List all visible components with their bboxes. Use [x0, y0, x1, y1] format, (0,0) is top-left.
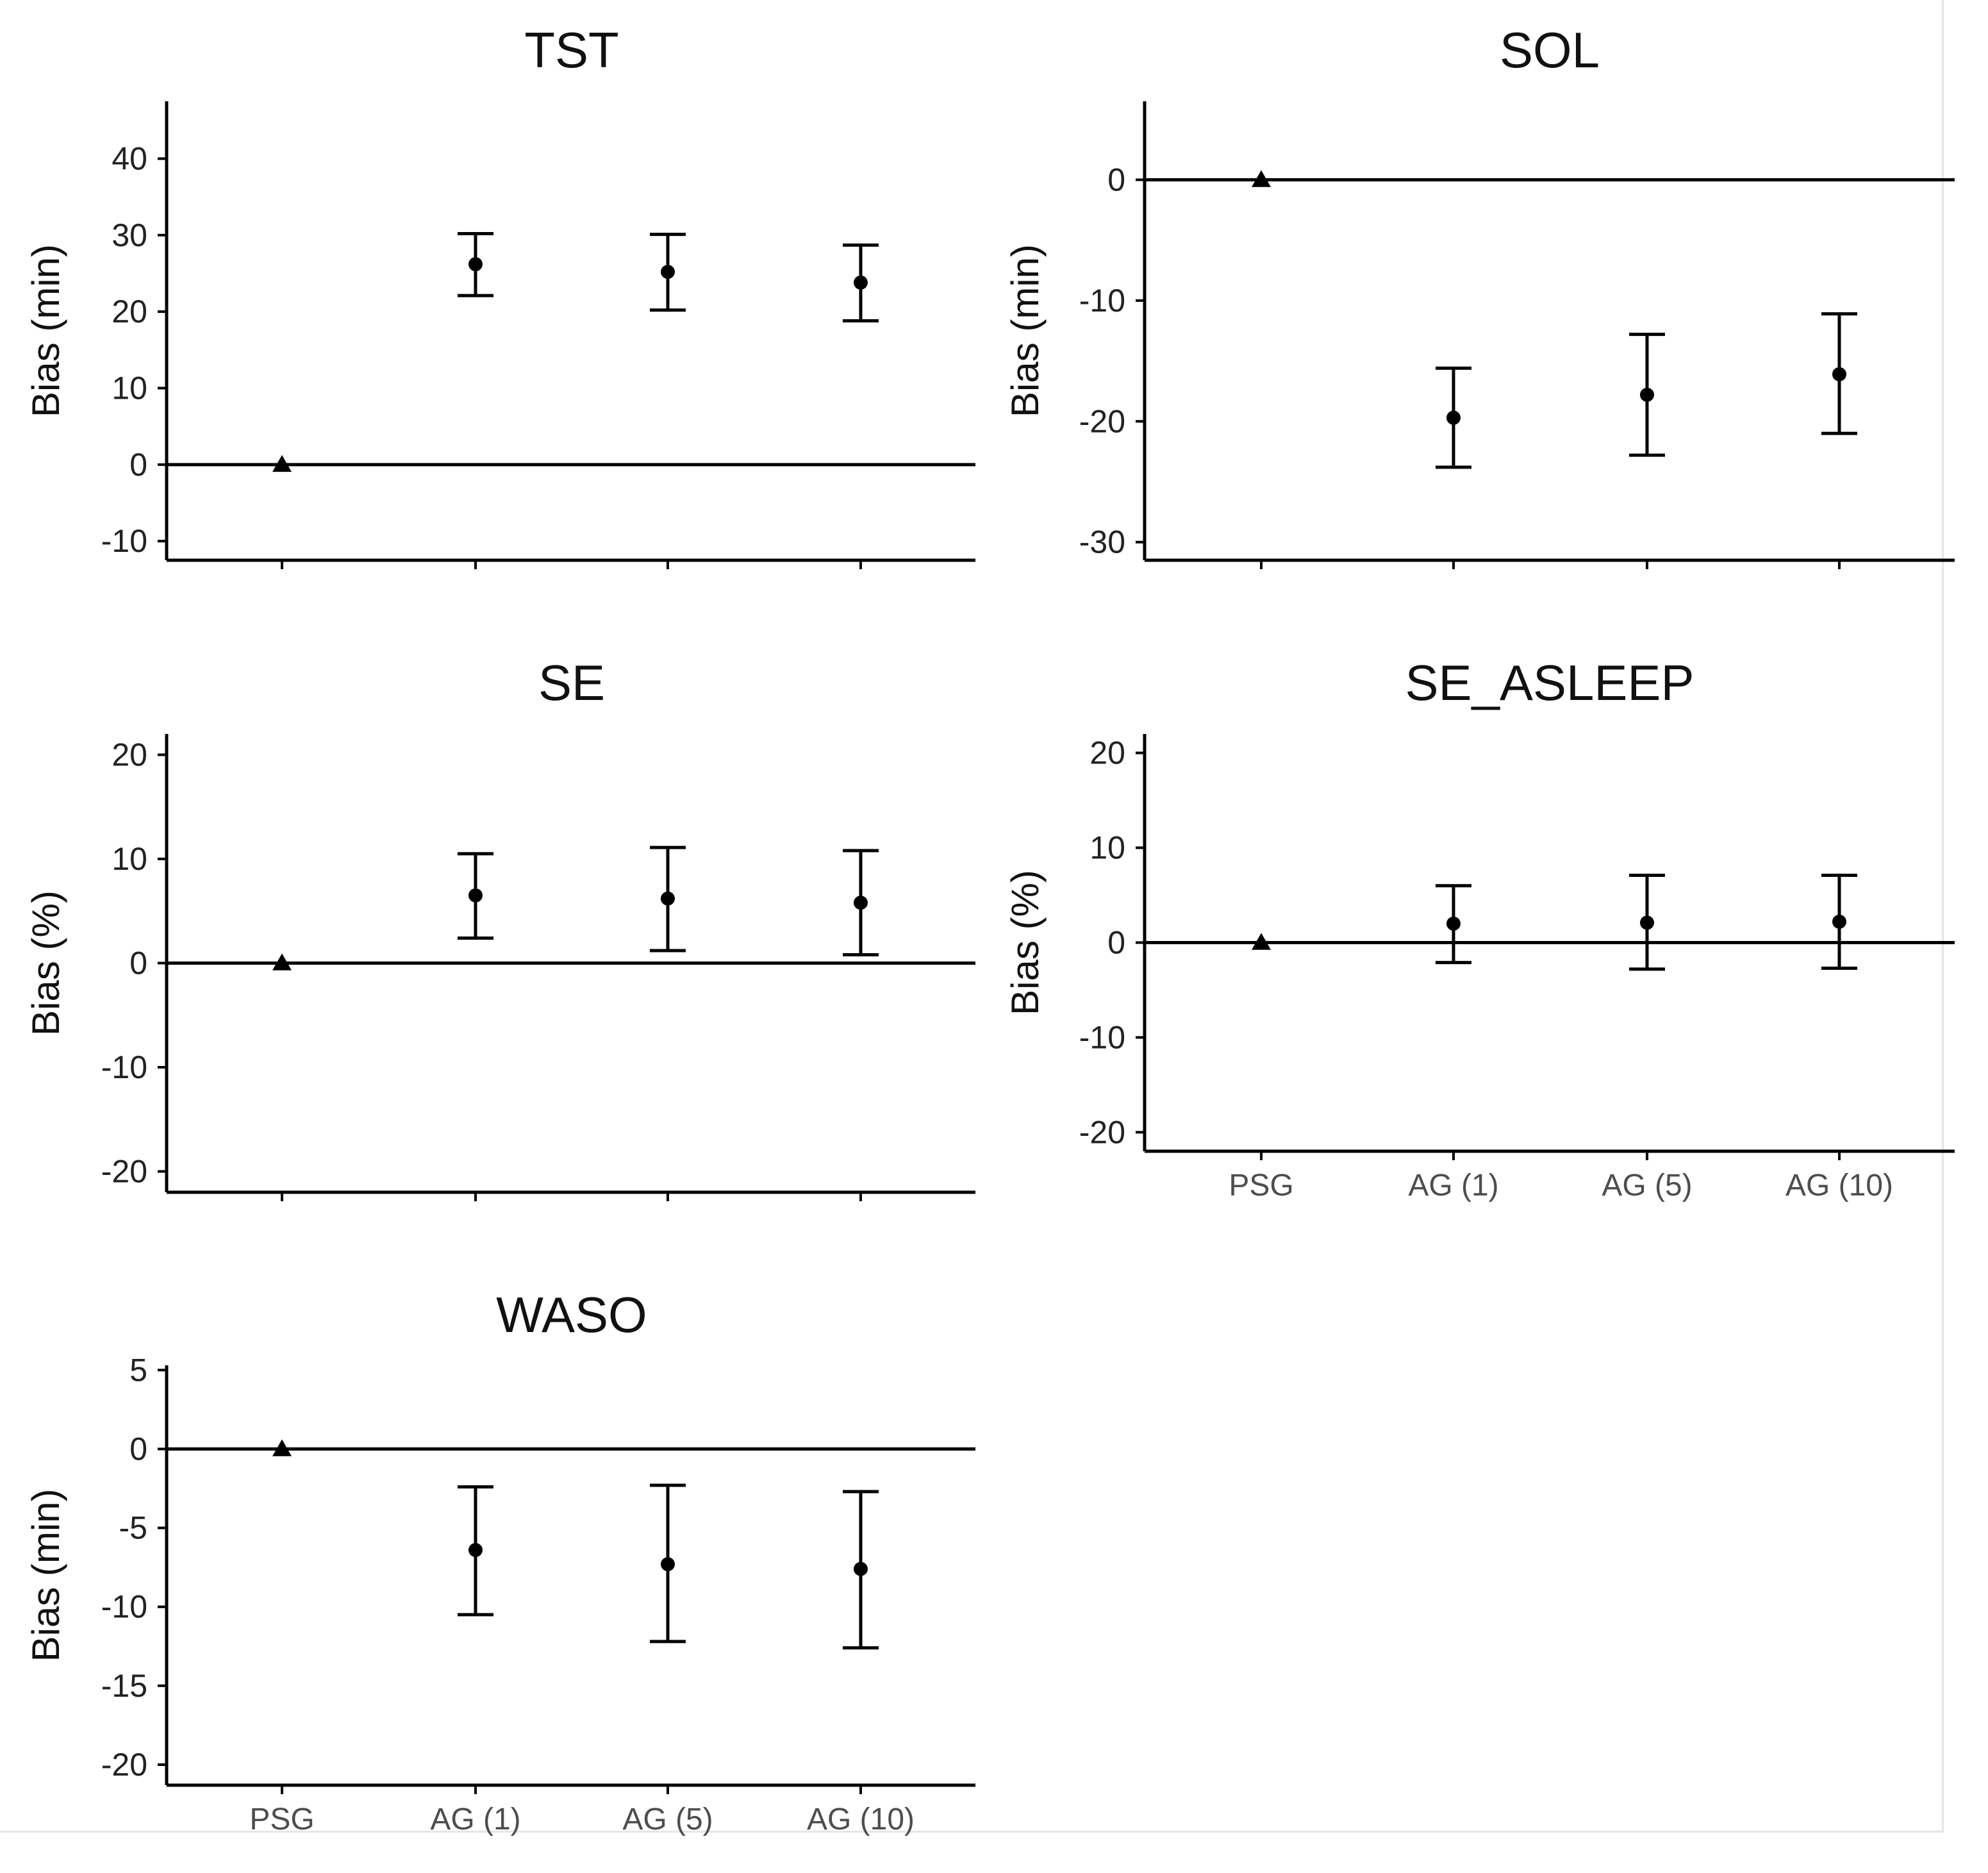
panel-waso: WASO Bias (min) -20 -15 -10 -5 0 5 PSG AG (1) AG (… [24, 1286, 975, 1836]
y-tick-label: 40 [112, 141, 147, 177]
y-tick-label: 10 [112, 370, 147, 406]
y-tick-label: 5 [129, 1352, 147, 1388]
x-tick-label: PSG [1229, 1169, 1293, 1203]
x-tick-label: AG (5) [1602, 1169, 1692, 1203]
y-tick-label: 0 [1107, 162, 1125, 197]
panel-se: SE Bias (%) -20 -10 0 10 20 [24, 654, 975, 1201]
y-tick-label: -20 [101, 1154, 147, 1190]
point-ag-1 [1446, 916, 1461, 931]
point-ag-5 [1640, 387, 1654, 402]
y-tick-label: -15 [101, 1668, 147, 1704]
point-ag-10 [854, 895, 868, 910]
y-tick-label: 0 [129, 945, 147, 981]
x-tick-label: AG (1) [1408, 1169, 1498, 1203]
panel-tst: TST Bias (min) -10 0 10 20 30 40 [24, 22, 975, 569]
point-ag-10 [854, 275, 868, 290]
point-ag-1 [468, 1543, 483, 1558]
y-tick-label: 20 [1089, 735, 1125, 771]
panel-sol: SOL Bias (min) -30 -20 -10 0 [1004, 22, 1955, 569]
y-tick-label: -10 [1079, 283, 1125, 319]
x-tick-label: AG (10) [807, 1802, 915, 1836]
x-tick-label: AG (5) [622, 1802, 713, 1836]
y-tick-label: -20 [1079, 403, 1125, 439]
y-tick-label: -20 [1079, 1114, 1125, 1150]
point-psg-triangle [272, 454, 292, 472]
y-tick-label: -20 [101, 1747, 147, 1783]
point-ag-5 [661, 891, 675, 906]
point-ag-1 [1446, 410, 1461, 425]
point-ag-10 [1832, 367, 1846, 381]
y-tick-label: -5 [119, 1510, 147, 1546]
y-tick-label: 0 [129, 447, 147, 483]
panel-se-asleep: SE_ASLEEP Bias (%) -20 -10 0 10 20 PSG AG (1) AG … [1004, 654, 1955, 1203]
panel-title: SOL [1500, 22, 1600, 78]
x-tick-label: PSG [249, 1802, 314, 1836]
y-axis-label: Bias (%) [24, 890, 67, 1036]
y-tick-label: -10 [101, 1589, 147, 1625]
figure-frame [0, 0, 1944, 1833]
y-tick-label: 10 [1089, 830, 1125, 866]
panel-title: SE [538, 654, 605, 711]
point-ag-1 [468, 257, 483, 272]
point-psg-triangle [1252, 170, 1271, 187]
point-psg-triangle [272, 953, 292, 970]
y-tick-label: -10 [1079, 1019, 1125, 1055]
y-axis-label: Bias (min) [24, 244, 67, 417]
point-ag-5 [661, 1557, 675, 1572]
panel-title: TST [524, 22, 618, 78]
point-ag-10 [1832, 914, 1846, 929]
x-tick-label: AG (1) [430, 1802, 520, 1836]
y-axis-label: Bias (%) [1004, 870, 1047, 1015]
y-axis-label: Bias (min) [1004, 244, 1047, 417]
y-tick-label: 10 [112, 841, 147, 877]
point-ag-1 [468, 888, 483, 903]
y-tick-label: 20 [112, 294, 147, 329]
y-tick-label: -30 [1079, 524, 1125, 560]
panel-title: WASO [496, 1286, 647, 1343]
y-tick-label: 0 [1107, 925, 1125, 961]
point-psg-triangle [1252, 933, 1271, 950]
y-axis-label: Bias (min) [24, 1488, 67, 1661]
y-tick-label: -10 [101, 523, 147, 559]
y-tick-label: -10 [101, 1049, 147, 1085]
panel-title: SE_ASLEEP [1405, 654, 1694, 711]
y-tick-label: 30 [112, 217, 147, 253]
point-ag-5 [661, 265, 675, 279]
x-tick-label: AG (10) [1785, 1169, 1893, 1203]
y-tick-label: 20 [112, 737, 147, 773]
point-psg-triangle [272, 1439, 292, 1456]
point-ag-5 [1640, 915, 1654, 930]
y-tick-label: 0 [129, 1431, 147, 1467]
point-ag-10 [854, 1561, 868, 1576]
